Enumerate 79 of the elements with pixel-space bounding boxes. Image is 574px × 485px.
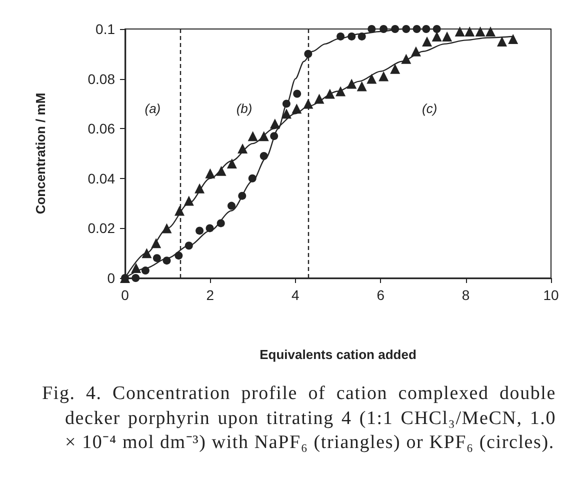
point xyxy=(142,248,152,258)
point xyxy=(132,274,140,282)
point xyxy=(196,226,204,235)
annotation: (a) xyxy=(144,101,161,116)
point xyxy=(184,242,193,250)
point xyxy=(228,202,236,210)
point xyxy=(174,206,185,216)
point xyxy=(216,219,225,228)
point xyxy=(194,183,205,194)
point xyxy=(422,36,432,46)
y-tick-label: 0.02 xyxy=(88,220,116,236)
x-tick-label: 2 xyxy=(206,287,214,303)
point xyxy=(422,25,430,33)
point xyxy=(206,224,214,232)
point xyxy=(442,31,452,42)
caption: Fig. 4. Concentration profile of cation complexed double decker porphyrin upon titrating 4 (1:1 CHCl₃/MeCN, 1.0 × 10⁻⁴ mol dm⁻³) with NaPF₆ (triangles) or KPF₆ (circles). xyxy=(42,382,556,455)
point xyxy=(162,256,171,265)
point xyxy=(314,94,324,104)
point xyxy=(281,108,292,119)
y-tick-label: 0 xyxy=(107,270,116,286)
point xyxy=(358,32,366,40)
point xyxy=(348,32,356,40)
point xyxy=(152,254,161,262)
point xyxy=(356,81,367,92)
point xyxy=(402,25,410,33)
y-tick-label: 0.1 xyxy=(96,21,116,37)
point xyxy=(248,174,256,182)
point xyxy=(324,88,335,99)
point xyxy=(131,263,142,274)
x-tick-label: 6 xyxy=(376,287,385,303)
point xyxy=(141,266,150,275)
point xyxy=(226,158,237,168)
x-tick-label: 4 xyxy=(292,287,300,303)
point xyxy=(205,168,216,178)
annotation: (c) xyxy=(422,101,438,116)
point xyxy=(238,192,246,200)
point xyxy=(390,64,400,74)
point xyxy=(151,238,162,248)
point xyxy=(432,25,441,33)
point xyxy=(368,25,376,33)
y-tick-label: 0.06 xyxy=(88,120,116,137)
y-tick-label: 0.04 xyxy=(88,170,116,186)
point xyxy=(346,78,357,89)
point xyxy=(184,196,194,206)
point xyxy=(432,31,442,42)
point xyxy=(475,26,486,36)
point xyxy=(238,144,248,154)
point xyxy=(336,32,345,40)
y-tick-label: 0.08 xyxy=(88,70,116,87)
point xyxy=(292,104,302,114)
point xyxy=(174,252,183,260)
point xyxy=(508,34,518,44)
point xyxy=(258,131,269,142)
point xyxy=(270,132,278,140)
x-tick-label: 8 xyxy=(462,287,470,303)
y-axis-title: Concentration / mM xyxy=(33,92,48,214)
point xyxy=(162,223,172,234)
point xyxy=(454,26,465,36)
point xyxy=(216,166,226,176)
point xyxy=(293,90,302,98)
x-tick-label: 0 xyxy=(121,287,130,303)
point xyxy=(412,25,421,33)
point xyxy=(260,152,268,160)
point xyxy=(336,86,346,96)
point xyxy=(380,25,388,33)
point xyxy=(464,26,475,36)
point xyxy=(401,54,412,64)
point xyxy=(391,25,400,33)
point xyxy=(378,71,389,82)
x-tick-label: 10 xyxy=(543,287,559,303)
point xyxy=(366,74,377,84)
x-axis-title: Equivalents cation added xyxy=(260,347,416,362)
point xyxy=(410,46,421,56)
point xyxy=(270,118,280,129)
annotation: (b) xyxy=(236,101,252,116)
point xyxy=(497,36,508,46)
point xyxy=(248,131,258,142)
point xyxy=(486,26,496,36)
point xyxy=(282,100,290,108)
